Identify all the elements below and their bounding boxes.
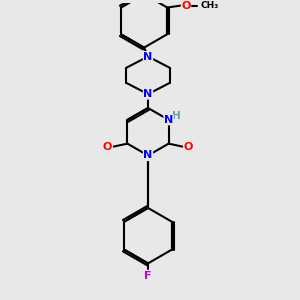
Text: N: N: [164, 115, 173, 125]
Text: CH₃: CH₃: [201, 1, 219, 10]
Text: O: O: [184, 142, 193, 152]
Text: N: N: [143, 89, 153, 99]
Text: F: F: [144, 271, 152, 281]
Text: N: N: [143, 151, 153, 160]
Text: O: O: [181, 1, 191, 10]
Text: N: N: [143, 52, 153, 61]
Text: H: H: [172, 111, 181, 121]
Text: O: O: [103, 142, 112, 152]
